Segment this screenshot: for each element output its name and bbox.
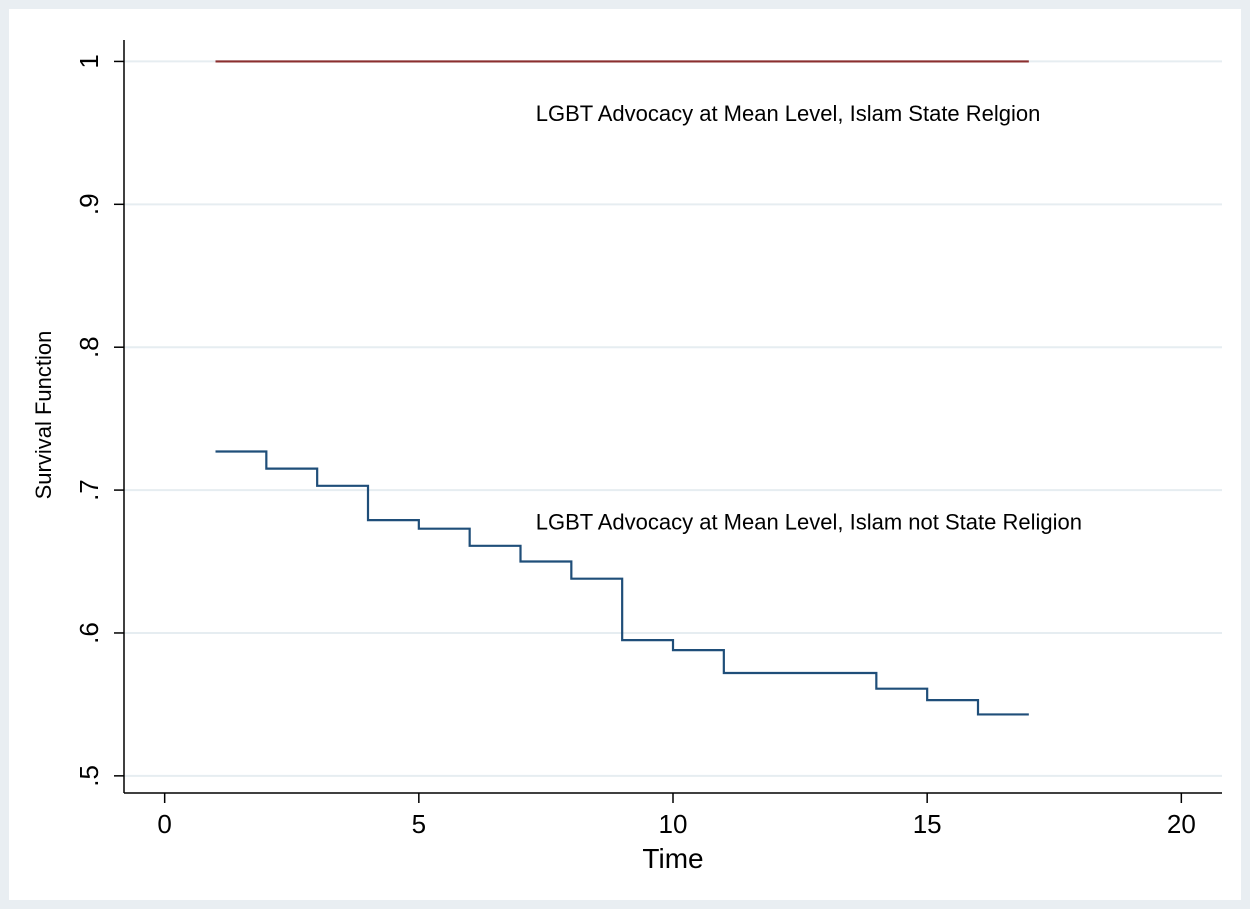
x-axis-title: Time bbox=[642, 843, 703, 874]
y-tick-label: .7 bbox=[74, 479, 104, 501]
y-tick-label: .9 bbox=[74, 193, 104, 215]
x-tick-label: 15 bbox=[913, 809, 942, 839]
series-lines bbox=[215, 60, 1029, 716]
y-tick-label: .6 bbox=[74, 622, 104, 644]
y-tick-label: .8 bbox=[74, 336, 104, 358]
y-tick-label: .5 bbox=[74, 765, 104, 787]
y-tick-label: 1 bbox=[74, 54, 104, 68]
survival-curve-2 bbox=[215, 450, 1029, 716]
y-axis-title: Survival Function bbox=[31, 331, 56, 500]
plot-area bbox=[9, 9, 1241, 900]
x-tick-label: 0 bbox=[157, 809, 171, 839]
annotation-label-2: LGBT Advocacy at Mean Level, Islam not S… bbox=[536, 510, 1082, 535]
annotation-label-1: LGBT Advocacy at Mean Level, Islam State… bbox=[536, 101, 1041, 126]
x-tick-label: 5 bbox=[412, 809, 426, 839]
x-tick-label: 20 bbox=[1167, 809, 1196, 839]
ticks: 0 5 10 15 20 .5 .6 .7 .8 .9 1 bbox=[74, 54, 1196, 839]
x-tick-label: 10 bbox=[659, 809, 688, 839]
annotations: LGBT Advocacy at Mean Level, Islam State… bbox=[536, 101, 1082, 535]
